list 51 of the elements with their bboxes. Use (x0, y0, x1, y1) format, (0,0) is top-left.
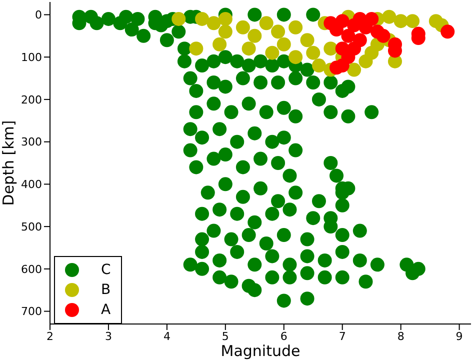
point (440, 24, 455, 39)
point (406, 14, 420, 28)
x-axis-title: Magnitude (220, 342, 300, 360)
y-tick-label: 700 (21, 305, 42, 318)
point (271, 24, 286, 39)
point (376, 28, 390, 43)
point (242, 42, 256, 56)
legend-label: B (101, 282, 111, 298)
point (218, 12, 232, 26)
point (259, 16, 274, 30)
point (195, 12, 210, 26)
point (189, 42, 204, 56)
point (347, 62, 362, 77)
y-axis-title: Depth [km] (0, 120, 18, 206)
point (248, 28, 262, 43)
x-tick-label: 9 (456, 330, 463, 343)
point (288, 20, 303, 34)
point (306, 46, 320, 60)
x-tick-label: 3 (104, 330, 112, 343)
x-tick-label: 5 (222, 330, 229, 343)
y-tick-label: 500 (21, 220, 42, 234)
point (300, 33, 314, 48)
point (265, 46, 280, 60)
y-tick-label: 400 (21, 178, 42, 192)
x-tick-label: 8 (397, 330, 404, 343)
point (218, 24, 232, 39)
y-tick-label: 600 (21, 262, 42, 276)
point (341, 28, 356, 43)
y-tick-label: 0 (35, 8, 42, 22)
point (312, 58, 326, 73)
x-tick-label: 2 (46, 330, 54, 343)
point (364, 12, 379, 26)
y-tick-label: 300 (21, 136, 42, 149)
point (382, 10, 396, 24)
point (276, 37, 291, 52)
legend-label: A (101, 302, 111, 318)
point (288, 50, 303, 64)
x-tick-label: 4 (163, 330, 170, 343)
point (324, 42, 338, 56)
point (347, 42, 362, 56)
point (206, 16, 221, 30)
point (335, 14, 350, 28)
y-tick-label: 100 (21, 50, 42, 64)
point (236, 20, 250, 34)
point (335, 58, 350, 73)
x-tick-label: 6 (280, 330, 288, 343)
point (212, 37, 227, 52)
x-tick-label: 7 (338, 330, 346, 343)
legend-label: C (101, 262, 111, 278)
y-tick-label: 200 (21, 93, 42, 106)
point (172, 12, 186, 26)
